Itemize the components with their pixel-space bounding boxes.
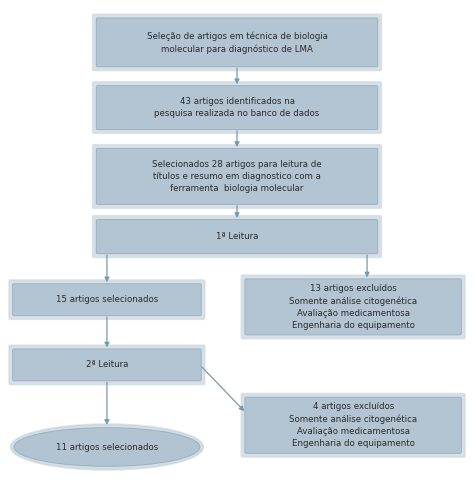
Text: Selecionados 28 artigos para leitura de
títulos e resumo em diagnostico com a
fe: Selecionados 28 artigos para leitura de … (152, 160, 322, 193)
FancyBboxPatch shape (92, 144, 382, 209)
FancyBboxPatch shape (9, 280, 205, 319)
FancyBboxPatch shape (96, 148, 378, 205)
FancyBboxPatch shape (92, 215, 382, 258)
FancyBboxPatch shape (92, 82, 382, 134)
Text: 11 artigos selecionados: 11 artigos selecionados (56, 443, 158, 452)
Text: 4 artigos excluídos
Somente análise citogenética
Avaliação medicamentosa
Engenha: 4 artigos excluídos Somente análise cito… (289, 402, 417, 448)
FancyBboxPatch shape (13, 349, 201, 381)
Text: 15 artigos selecionados: 15 artigos selecionados (56, 295, 158, 304)
Ellipse shape (10, 424, 203, 470)
Ellipse shape (14, 427, 200, 466)
Text: 13 artigos excluídos
Somente análise citogenética
Avaliação medicamentosa
Engenh: 13 artigos excluídos Somente análise cit… (289, 284, 417, 330)
FancyBboxPatch shape (13, 283, 201, 316)
FancyBboxPatch shape (92, 14, 382, 70)
Text: 2ª Leitura: 2ª Leitura (86, 360, 128, 369)
FancyBboxPatch shape (96, 18, 378, 67)
Text: 1ª Leitura: 1ª Leitura (216, 232, 258, 241)
FancyBboxPatch shape (245, 397, 461, 453)
FancyBboxPatch shape (241, 393, 465, 457)
Text: Seleção de artigos em técnica de biologia
molecular para diagnóstico de LMA: Seleção de artigos em técnica de biologi… (146, 31, 328, 54)
FancyBboxPatch shape (241, 275, 465, 339)
FancyBboxPatch shape (96, 219, 378, 254)
FancyBboxPatch shape (9, 345, 205, 385)
Text: 43 artigos identificados na
pesquisa realizada no banco de dados: 43 artigos identificados na pesquisa rea… (155, 97, 319, 118)
FancyBboxPatch shape (245, 279, 461, 335)
FancyBboxPatch shape (96, 86, 378, 130)
